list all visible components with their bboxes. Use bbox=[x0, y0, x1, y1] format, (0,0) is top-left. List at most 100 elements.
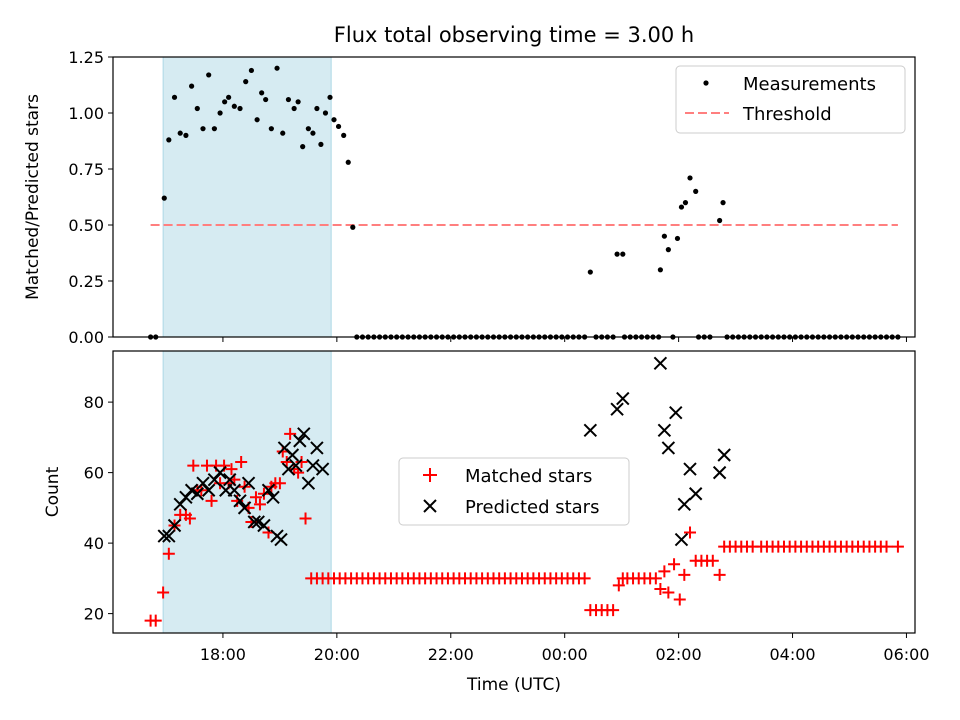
predicted-star-point bbox=[285, 448, 300, 462]
predicted-star-point bbox=[289, 458, 303, 473]
bottom-x-axis: 18:00 20:00 22:00 00:00 02:00 04:00 06:00 bbox=[200, 633, 930, 664]
measurement-point bbox=[318, 141, 324, 147]
measurement-point bbox=[226, 94, 232, 100]
matched-star-point bbox=[205, 494, 218, 507]
predicted-star-point bbox=[233, 494, 247, 508]
matched-star-point bbox=[187, 459, 200, 472]
measurement-point bbox=[161, 195, 167, 201]
measurement-point bbox=[687, 175, 693, 181]
legend-threshold-label: Threshold bbox=[742, 104, 832, 125]
predicted-star-point bbox=[247, 515, 261, 529]
bottom-y-tick-label: 60 bbox=[84, 464, 104, 483]
measurement-point bbox=[171, 94, 178, 100]
predicted-star-point bbox=[683, 462, 697, 476]
matched-star-point bbox=[157, 586, 170, 599]
predicted-star-point bbox=[657, 423, 672, 438]
x-tick-label: 04:00 bbox=[769, 645, 815, 664]
measurement-point bbox=[661, 233, 667, 239]
matched-star-point bbox=[684, 526, 697, 539]
measurement-point bbox=[350, 224, 356, 230]
top-y-tick-label: 0.75 bbox=[68, 160, 104, 179]
measurement-point bbox=[183, 132, 189, 138]
matched-star-point bbox=[249, 491, 262, 504]
predicted-star-point bbox=[717, 448, 731, 462]
top-y-tick-label: 1.25 bbox=[68, 48, 104, 67]
predicted-star-point bbox=[190, 487, 205, 501]
predicted-star-point bbox=[661, 441, 676, 455]
matched-star-point bbox=[713, 568, 726, 581]
measurement-point bbox=[335, 123, 342, 130]
x-tick-label: 06:00 bbox=[883, 645, 929, 664]
predicted-star-point bbox=[674, 532, 689, 547]
top-panel: 0.00 0.25 0.50 0.75 1.00 1.25 Matched/Predict… bbox=[23, 48, 916, 347]
measurement-point bbox=[217, 110, 223, 116]
matched-star-point bbox=[225, 463, 238, 476]
predicted-star-point bbox=[241, 476, 256, 490]
bottom-y-axis-label: Count bbox=[43, 466, 63, 517]
measurement-point bbox=[237, 105, 243, 112]
matched-star-point bbox=[284, 427, 297, 440]
measurement-point bbox=[254, 117, 260, 123]
x-tick-label: 02:00 bbox=[656, 645, 702, 664]
top-legend-box bbox=[675, 65, 906, 134]
matched-star-point bbox=[295, 456, 308, 469]
matched-star-point bbox=[149, 614, 162, 627]
bottom-y-tick-label: 40 bbox=[84, 534, 104, 553]
predicted-star-point bbox=[712, 465, 727, 480]
matched-star-point bbox=[183, 512, 196, 525]
measurement-point bbox=[194, 105, 200, 112]
predicted-star-point bbox=[157, 529, 171, 543]
measurement-point bbox=[189, 83, 195, 89]
measurement-point bbox=[322, 110, 329, 116]
matched-star-point bbox=[662, 586, 675, 599]
measurement-point bbox=[614, 251, 620, 257]
measurement-point bbox=[206, 72, 212, 78]
matched-star-point bbox=[273, 477, 286, 490]
matched-star-point bbox=[668, 558, 681, 571]
measurement-point bbox=[211, 126, 217, 132]
measurement-point bbox=[177, 130, 183, 136]
bottom-y-axis: 20 40 60 80 bbox=[84, 393, 113, 624]
predicted-star-point bbox=[167, 518, 182, 533]
measurement-point bbox=[310, 130, 316, 136]
measurement-point bbox=[222, 99, 228, 105]
legend-matched-label: Matched stars bbox=[465, 466, 592, 487]
bottom-legend: Matched stars Predicted stars bbox=[398, 457, 630, 526]
measurement-point bbox=[243, 79, 249, 85]
measurement-point bbox=[620, 251, 626, 257]
top-legend: Measurements Threshold bbox=[675, 65, 906, 134]
top-y-tick-label: 0.00 bbox=[68, 328, 104, 347]
legend-predicted-label: Predicted stars bbox=[465, 497, 599, 518]
matched-star-point bbox=[673, 593, 686, 606]
predicted-star-point bbox=[227, 483, 242, 497]
measurement-point bbox=[280, 130, 286, 136]
measurement-point bbox=[268, 126, 274, 132]
legend-predicted-marker bbox=[423, 499, 437, 513]
measurement-point bbox=[300, 144, 306, 150]
bottom-axes-frame bbox=[112, 350, 916, 634]
predicted-star-point bbox=[266, 490, 280, 504]
predicted-star-point bbox=[669, 405, 683, 420]
predicted-star-point bbox=[281, 462, 296, 476]
legend-matched-marker bbox=[423, 468, 437, 482]
measurement-point bbox=[327, 94, 333, 100]
predicted-star-point bbox=[688, 487, 703, 501]
measurement-point bbox=[720, 200, 726, 206]
matched-star-point bbox=[612, 579, 625, 592]
bottom-legend-box bbox=[398, 457, 630, 526]
measurement-point bbox=[674, 235, 681, 242]
predicted-star-point bbox=[301, 476, 316, 490]
matched-star-point bbox=[578, 572, 591, 585]
predicted-star-point bbox=[162, 529, 176, 543]
measurement-point bbox=[295, 99, 301, 105]
measurement-point bbox=[678, 204, 685, 210]
predicted-star-point bbox=[616, 391, 630, 406]
bottom-panel: 20 40 60 80 18:00 20:00 22:00 00:00 02:00 04:00 0… bbox=[43, 350, 930, 695]
x-tick-label: 00:00 bbox=[542, 645, 588, 664]
predicted-star-point bbox=[293, 434, 307, 448]
predicted-star-points bbox=[157, 356, 731, 547]
matched-star-point bbox=[649, 572, 662, 585]
predicted-star-point bbox=[310, 441, 324, 455]
matched-star-point bbox=[162, 547, 175, 560]
measurement-point bbox=[717, 217, 723, 224]
